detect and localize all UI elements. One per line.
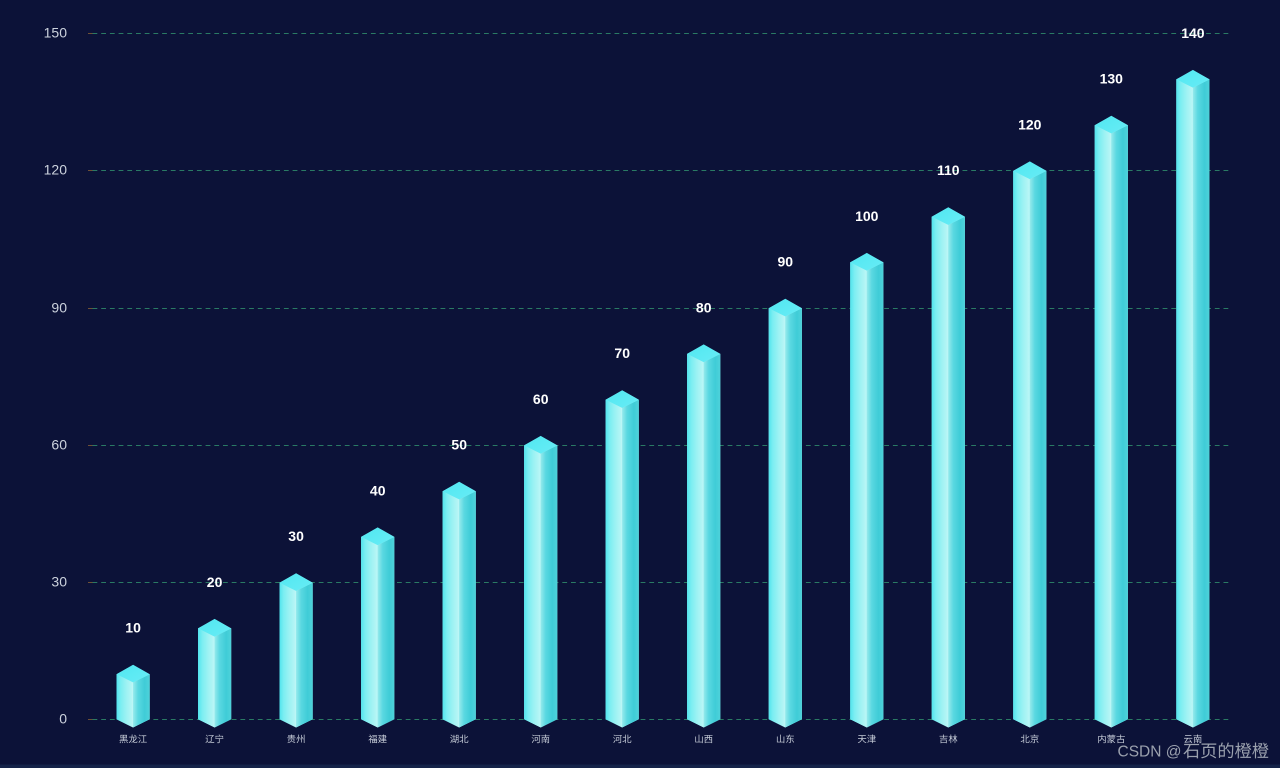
svg-text:130: 130: [1100, 71, 1124, 87]
svg-text:110: 110: [937, 162, 960, 178]
svg-text:80: 80: [696, 299, 712, 315]
svg-text:50: 50: [451, 437, 467, 453]
svg-text:120: 120: [44, 162, 68, 178]
svg-text:10: 10: [125, 620, 141, 636]
svg-text:60: 60: [51, 437, 67, 453]
svg-text:70: 70: [614, 345, 630, 361]
svg-text:30: 30: [288, 528, 304, 544]
svg-text:90: 90: [51, 300, 67, 316]
svg-text:40: 40: [370, 482, 386, 498]
svg-text:100: 100: [855, 208, 879, 224]
svg-text:60: 60: [533, 391, 549, 407]
svg-text:140: 140: [1181, 25, 1205, 41]
svg-text:150: 150: [44, 25, 68, 41]
svg-text:120: 120: [1018, 116, 1042, 132]
svg-text:30: 30: [51, 574, 67, 590]
svg-text:90: 90: [778, 254, 794, 270]
svg-text:CSDN @: CSDN @: [1118, 744, 1182, 761]
svg-text:0: 0: [59, 711, 67, 727]
svg-text:20: 20: [207, 574, 223, 590]
